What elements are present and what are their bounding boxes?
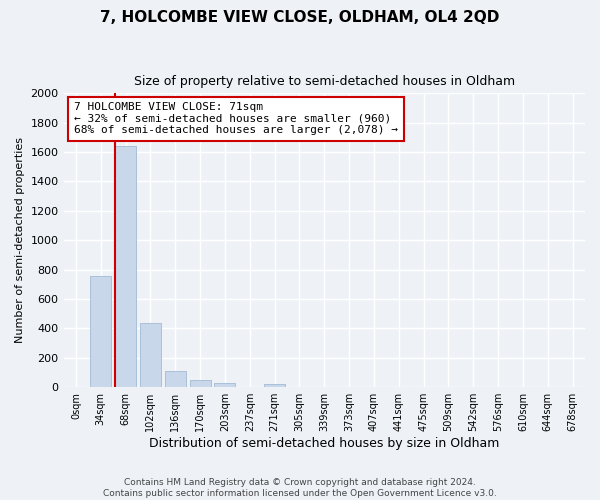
Text: Contains HM Land Registry data © Crown copyright and database right 2024.
Contai: Contains HM Land Registry data © Crown c… xyxy=(103,478,497,498)
Bar xyxy=(264,384,285,387)
Bar xyxy=(115,146,136,387)
Bar xyxy=(165,371,186,387)
Text: 7, HOLCOMBE VIEW CLOSE, OLDHAM, OL4 2QD: 7, HOLCOMBE VIEW CLOSE, OLDHAM, OL4 2QD xyxy=(100,10,500,25)
Bar xyxy=(214,383,235,387)
X-axis label: Distribution of semi-detached houses by size in Oldham: Distribution of semi-detached houses by … xyxy=(149,437,499,450)
Title: Size of property relative to semi-detached houses in Oldham: Size of property relative to semi-detach… xyxy=(134,75,515,88)
Bar xyxy=(90,276,112,387)
Bar xyxy=(190,380,211,387)
Y-axis label: Number of semi-detached properties: Number of semi-detached properties xyxy=(15,138,25,344)
Bar xyxy=(140,324,161,387)
Text: 7 HOLCOMBE VIEW CLOSE: 71sqm
← 32% of semi-detached houses are smaller (960)
68%: 7 HOLCOMBE VIEW CLOSE: 71sqm ← 32% of se… xyxy=(74,102,398,136)
